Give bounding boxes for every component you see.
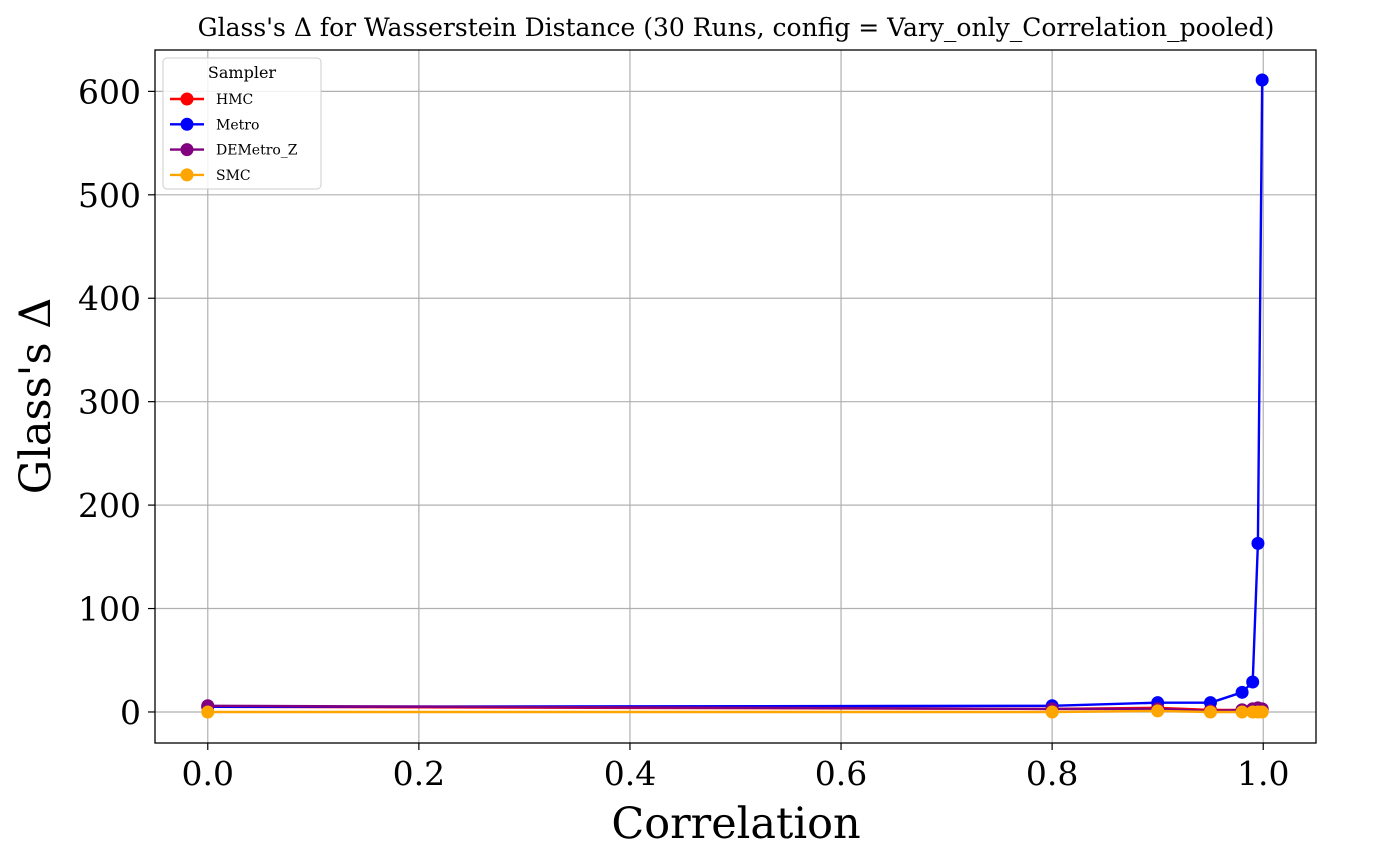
y-tick-label: 200 xyxy=(78,486,141,525)
data-point-metro xyxy=(1255,73,1269,87)
y-axis: 0 100 200 300 400 500 600 xyxy=(78,72,155,732)
data-point-smc xyxy=(1045,705,1059,719)
legend-label: Metro xyxy=(216,117,259,133)
legend-marker xyxy=(180,117,194,131)
data-point-smc xyxy=(1235,705,1249,719)
legend-label: SMC xyxy=(216,168,251,184)
legend-item-demetro-z: DEMetro_Z xyxy=(170,143,298,159)
x-tick-label: 0.8 xyxy=(1026,754,1078,793)
chart-title: Glass's Δ for Wasserstein Distance (30 R… xyxy=(198,13,1275,42)
y-tick-label: 600 xyxy=(78,72,141,111)
legend-marker xyxy=(180,92,194,106)
data-point-smc xyxy=(201,705,215,719)
series-line-smc xyxy=(207,709,1263,714)
x-axis-label: Correlation xyxy=(611,799,860,849)
legend-marker xyxy=(180,168,194,182)
y-tick-label: 100 xyxy=(78,590,141,629)
data-point-metro xyxy=(1246,675,1260,689)
y-tick-label: 400 xyxy=(78,279,141,318)
x-tick-label: 0.0 xyxy=(182,754,234,793)
legend-item-smc: SMC xyxy=(170,168,251,184)
legend: Sampler HMC Metro DEMetro_Z SMC xyxy=(162,57,322,190)
data-point-smc xyxy=(1203,705,1217,719)
series-layer xyxy=(201,73,1269,719)
legend-label: HMC xyxy=(216,92,253,108)
legend-marker xyxy=(180,143,194,157)
series-metro xyxy=(201,73,1269,714)
data-point-metro xyxy=(1251,536,1265,550)
series-smc xyxy=(201,704,1269,719)
legend-item-hmc: HMC xyxy=(170,92,253,108)
x-tick-label: 0.2 xyxy=(393,754,445,793)
legend-box xyxy=(162,57,322,190)
data-point-metro xyxy=(1235,685,1249,699)
x-tick-label: 1.0 xyxy=(1237,754,1289,793)
x-axis: 0.0 0.2 0.4 0.6 0.8 1.0 xyxy=(182,743,1289,793)
legend-title: Sampler xyxy=(208,63,277,82)
y-axis-label: Glass's Δ xyxy=(11,298,61,494)
y-tick-label: 300 xyxy=(78,383,141,422)
data-point-smc xyxy=(1255,705,1269,719)
x-tick-label: 0.6 xyxy=(815,754,867,793)
plot-frame xyxy=(154,49,1317,744)
legend-label: DEMetro_Z xyxy=(216,143,298,159)
y-tick-label: 0 xyxy=(120,693,141,732)
series-line-metro xyxy=(207,79,1264,708)
y-tick-label: 500 xyxy=(78,176,141,215)
legend-item-metro: Metro xyxy=(170,117,259,133)
x-tick-label: 0.4 xyxy=(604,754,656,793)
data-point-smc xyxy=(1151,704,1165,718)
grid xyxy=(155,50,1316,743)
